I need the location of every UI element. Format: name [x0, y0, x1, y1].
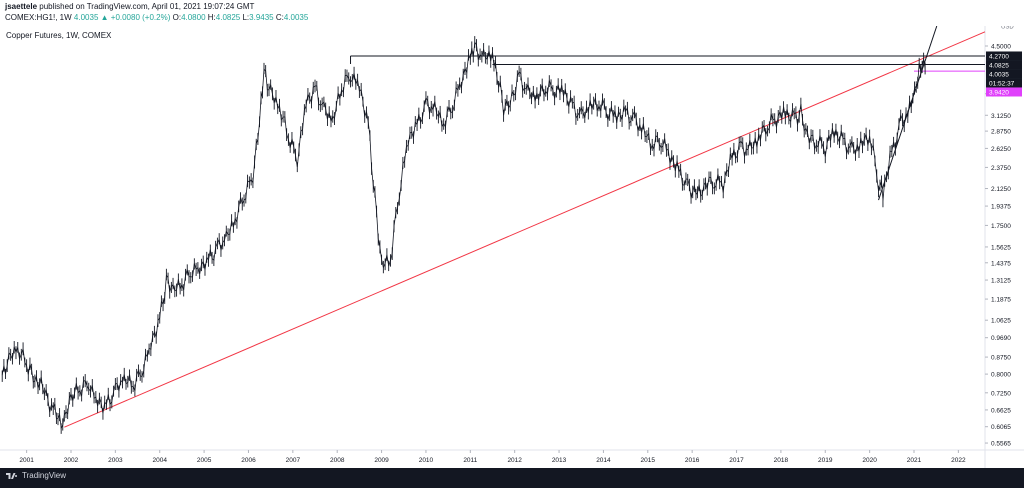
high-value: 4.0825 [215, 13, 241, 22]
x-tick-label: 2001 [19, 457, 34, 464]
x-tick-label: 2022 [951, 457, 966, 464]
close-label: C: [275, 13, 284, 22]
price-label-text: 4.0825 [989, 62, 1009, 69]
price-label-box [986, 87, 1022, 97]
price-label-box [986, 51, 1022, 61]
price-line [1, 41, 926, 430]
tradingview-brand[interactable]: TradingView [6, 471, 66, 480]
x-tick-label: 2011 [463, 457, 477, 464]
x-tick-label: 2016 [685, 457, 700, 464]
publication-line: jsaettele published on TradingView.com, … [5, 2, 254, 11]
last-price: 4.0035 [73, 13, 99, 22]
y-tick-label: 1.9375 [991, 204, 1011, 211]
open-value: 4.0800 [181, 13, 206, 22]
high-label: H: [207, 13, 216, 22]
x-tick-label: 2004 [152, 457, 167, 464]
y-tick-label: 2.3750 [991, 165, 1011, 172]
x-tick-label: 2010 [419, 457, 434, 464]
x-tick-label: 2015 [641, 457, 656, 464]
x-tick-label: 2021 [907, 457, 922, 464]
close-value: 4.0035 [283, 13, 309, 22]
chart-title: Copper Futures, 1W, COMEX [6, 31, 112, 40]
symbol: COMEX:HG1!, 1W [5, 13, 72, 22]
footer: TradingView [0, 468, 1024, 488]
y-tick-label: 0.6065 [991, 424, 1011, 431]
x-tick-label: 2017 [729, 457, 744, 464]
steep-trendline [878, 25, 938, 201]
y-tick-label: 1.3125 [991, 278, 1011, 285]
y-tick-label: 0.8000 [991, 372, 1011, 379]
y-tick-label: 0.9690 [991, 335, 1011, 342]
chart-area[interactable]: Copper Futures, 1W, COMEX4.50003.50003.1… [0, 25, 1024, 468]
x-tick-label: 2002 [64, 457, 79, 464]
price-label-text: 01:52:37 [989, 80, 1015, 87]
x-tick-label: 2003 [108, 457, 123, 464]
y-tick-label: 1.0625 [991, 318, 1011, 325]
x-tick-label: 2009 [374, 457, 389, 464]
open-label: O: [172, 13, 182, 22]
price-label-text: 4.0035 [989, 71, 1009, 78]
y-tick-label: 1.1875 [991, 297, 1011, 304]
header: jsaettele published on TradingView.com, … [0, 0, 1024, 27]
x-tick-label: 2020 [862, 457, 877, 464]
x-tick-label: 2006 [241, 457, 256, 464]
price-unit-label: USD [1001, 26, 1014, 31]
change: ▲ +0.0080 (+0.2%) [100, 13, 171, 22]
price-label-text: 3.9420 [989, 89, 1009, 96]
y-tick-label: 2.6250 [991, 146, 1011, 153]
x-tick-label: 2012 [507, 457, 522, 464]
x-tick-label: 2005 [197, 457, 212, 464]
x-tick-label: 2013 [552, 457, 567, 464]
tradingview-logo-icon [6, 472, 18, 479]
y-tick-label: 0.5565 [991, 441, 1011, 448]
brand-label: TradingView [22, 471, 67, 480]
y-tick-label: 1.5625 [991, 244, 1011, 251]
y-tick-label: 2.8750 [991, 129, 1011, 136]
y-tick-label: 1.7500 [991, 223, 1011, 230]
x-tick-label: 2007 [286, 457, 301, 464]
price-label-box [986, 69, 1022, 79]
y-tick-label: 0.6625 [991, 407, 1011, 414]
y-tick-label: 0.8750 [991, 355, 1011, 362]
x-tick-label: 2018 [774, 457, 789, 464]
price-label-box [986, 60, 1022, 70]
ohlc-line: COMEX:HG1!, 1W 4.0035 ▲ +0.0080 (+0.2%) … [5, 13, 308, 22]
y-tick-label: 2.1250 [991, 186, 1011, 193]
x-tick-label: 2019 [818, 457, 833, 464]
price-label-box [986, 78, 1022, 88]
x-tick-label: 2014 [596, 457, 611, 464]
author[interactable]: jsaettele [5, 2, 38, 11]
y-tick-label: 0.7250 [991, 390, 1011, 397]
long-trendline [64, 31, 986, 428]
y-tick-label: 4.5000 [991, 44, 1011, 51]
low-label: L: [242, 13, 250, 22]
x-tick-label: 2008 [330, 457, 345, 464]
y-tick-label: 1.4375 [991, 260, 1011, 267]
published-text: published on TradingView.com, April 01, … [39, 2, 255, 11]
y-tick-label: 3.1250 [991, 113, 1011, 120]
low-value: 3.9435 [249, 13, 274, 22]
price-chart[interactable]: Copper Futures, 1W, COMEX4.50003.50003.1… [0, 25, 1024, 468]
price-label-text: 4.2700 [989, 53, 1009, 60]
